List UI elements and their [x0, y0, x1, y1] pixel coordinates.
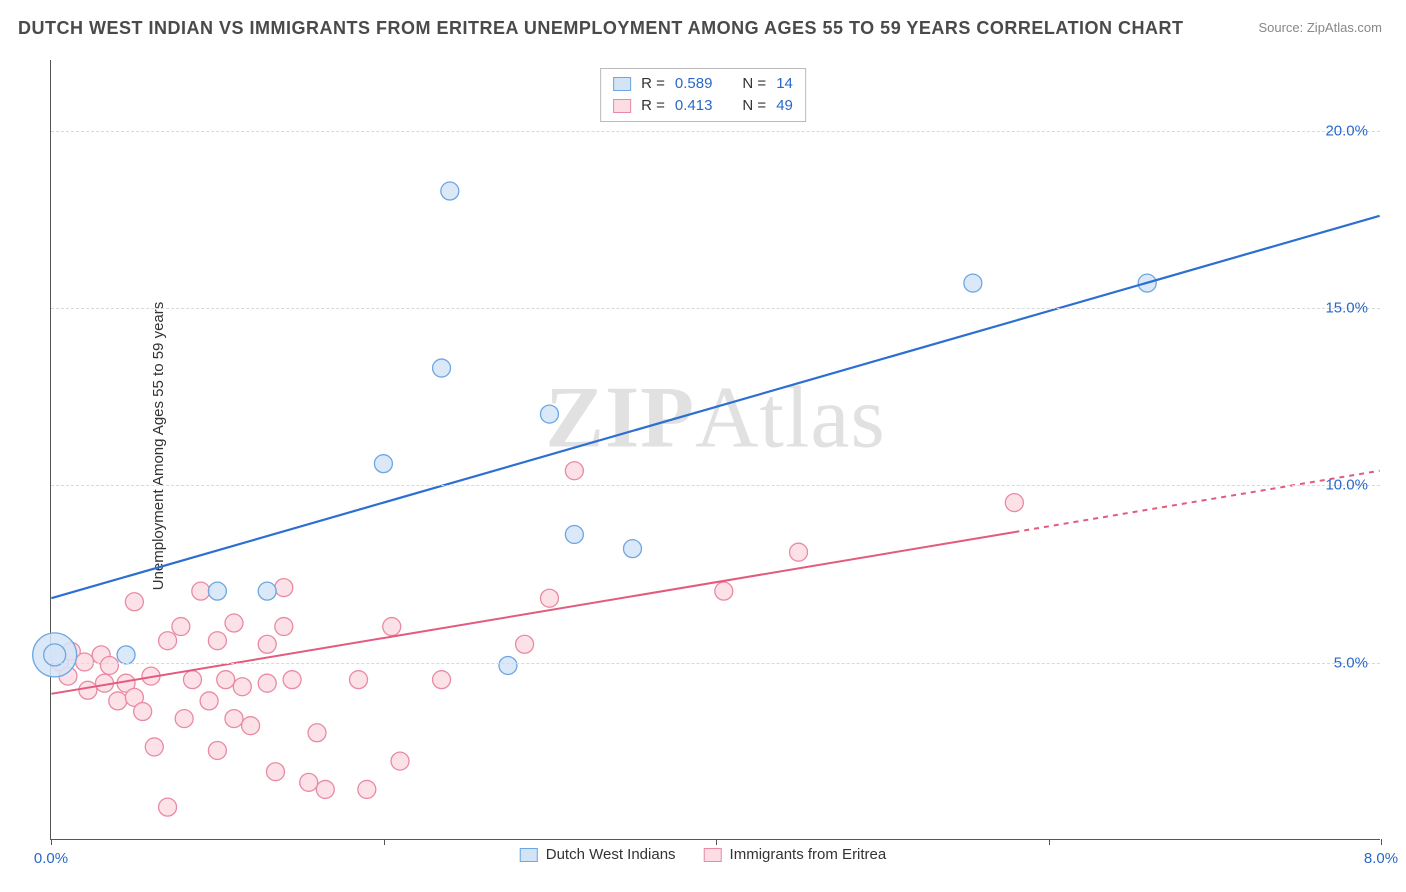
source-attribution: Source: ZipAtlas.com — [1258, 20, 1382, 35]
y-tick-label: 5.0% — [1334, 654, 1368, 671]
x-tick — [716, 839, 717, 845]
legend-item: Immigrants from Eritrea — [704, 846, 887, 863]
legend-swatch — [704, 848, 722, 862]
legend-row: R = 0.589 N = 14 — [613, 73, 793, 95]
data-point — [159, 798, 177, 816]
n-value: 49 — [776, 95, 793, 117]
data-point — [374, 455, 392, 473]
data-point — [208, 741, 226, 759]
chart-svg-layer — [51, 60, 1380, 839]
y-tick-label: 20.0% — [1325, 122, 1368, 139]
legend-swatch — [613, 77, 631, 91]
x-tick — [1049, 839, 1050, 845]
gridline — [51, 663, 1380, 664]
correlation-legend: R = 0.589 N = 14 R = 0.413 N = 49 — [600, 68, 806, 122]
x-tick — [1381, 839, 1382, 845]
data-point — [790, 543, 808, 561]
n-label: N = — [742, 73, 766, 95]
data-point — [134, 703, 152, 721]
data-point — [383, 618, 401, 636]
n-value: 14 — [776, 73, 793, 95]
series-label: Immigrants from Eritrea — [730, 846, 887, 863]
data-point — [308, 724, 326, 742]
data-point — [172, 618, 190, 636]
data-point — [350, 671, 368, 689]
source-prefix: Source: — [1258, 20, 1306, 35]
y-tick-label: 15.0% — [1325, 300, 1368, 317]
r-value: 0.589 — [675, 73, 713, 95]
data-point — [283, 671, 301, 689]
chart-title: DUTCH WEST INDIAN VS IMMIGRANTS FROM ERI… — [18, 18, 1184, 39]
legend-swatch — [613, 99, 631, 113]
legend-item: Dutch West Indians — [520, 846, 676, 863]
data-point — [1005, 494, 1023, 512]
x-tick-label: 0.0% — [34, 850, 68, 867]
legend-swatch — [520, 848, 538, 862]
data-point — [499, 657, 517, 675]
legend-row: R = 0.413 N = 49 — [613, 95, 793, 117]
x-tick-label: 8.0% — [1364, 850, 1398, 867]
data-point — [516, 635, 534, 653]
data-point — [175, 710, 193, 728]
r-value: 0.413 — [675, 95, 713, 117]
data-point — [540, 405, 558, 423]
data-point — [183, 671, 201, 689]
gridline — [51, 131, 1380, 132]
regression-line — [51, 216, 1379, 598]
data-point — [441, 182, 459, 200]
data-point — [233, 678, 251, 696]
data-point — [623, 540, 641, 558]
data-point — [565, 462, 583, 480]
source-name: ZipAtlas.com — [1307, 20, 1382, 35]
data-point — [200, 692, 218, 710]
data-point — [225, 614, 243, 632]
data-point — [358, 780, 376, 798]
data-point — [109, 692, 127, 710]
data-point — [100, 657, 118, 675]
data-point — [145, 738, 163, 756]
data-point — [258, 582, 276, 600]
series-label: Dutch West Indians — [546, 846, 676, 863]
x-tick — [384, 839, 385, 845]
data-point — [125, 593, 143, 611]
y-tick-label: 10.0% — [1325, 477, 1368, 494]
data-point — [964, 274, 982, 292]
data-point — [208, 582, 226, 600]
data-point — [117, 646, 135, 664]
series-legend: Dutch West Indians Immigrants from Eritre… — [520, 846, 887, 863]
n-label: N = — [742, 95, 766, 117]
data-point — [433, 671, 451, 689]
x-tick — [51, 839, 52, 845]
gridline — [51, 308, 1380, 309]
data-point — [208, 632, 226, 650]
data-point — [715, 582, 733, 600]
data-point — [275, 618, 293, 636]
r-label: R = — [641, 95, 665, 117]
data-point — [258, 635, 276, 653]
gridline — [51, 485, 1380, 486]
data-point — [159, 632, 177, 650]
data-point — [275, 579, 293, 597]
data-point — [300, 773, 318, 791]
data-point — [242, 717, 260, 735]
data-point — [258, 674, 276, 692]
data-point — [391, 752, 409, 770]
chart-plot-area: ZIPAtlas 5.0%10.0%15.0%20.0%0.0%8.0% — [50, 60, 1380, 840]
data-point — [192, 582, 210, 600]
data-point — [316, 780, 334, 798]
data-point — [217, 671, 235, 689]
r-label: R = — [641, 73, 665, 95]
data-point — [267, 763, 285, 781]
data-point — [540, 589, 558, 607]
data-point — [79, 681, 97, 699]
data-point — [433, 359, 451, 377]
data-point — [565, 525, 583, 543]
data-point — [225, 710, 243, 728]
